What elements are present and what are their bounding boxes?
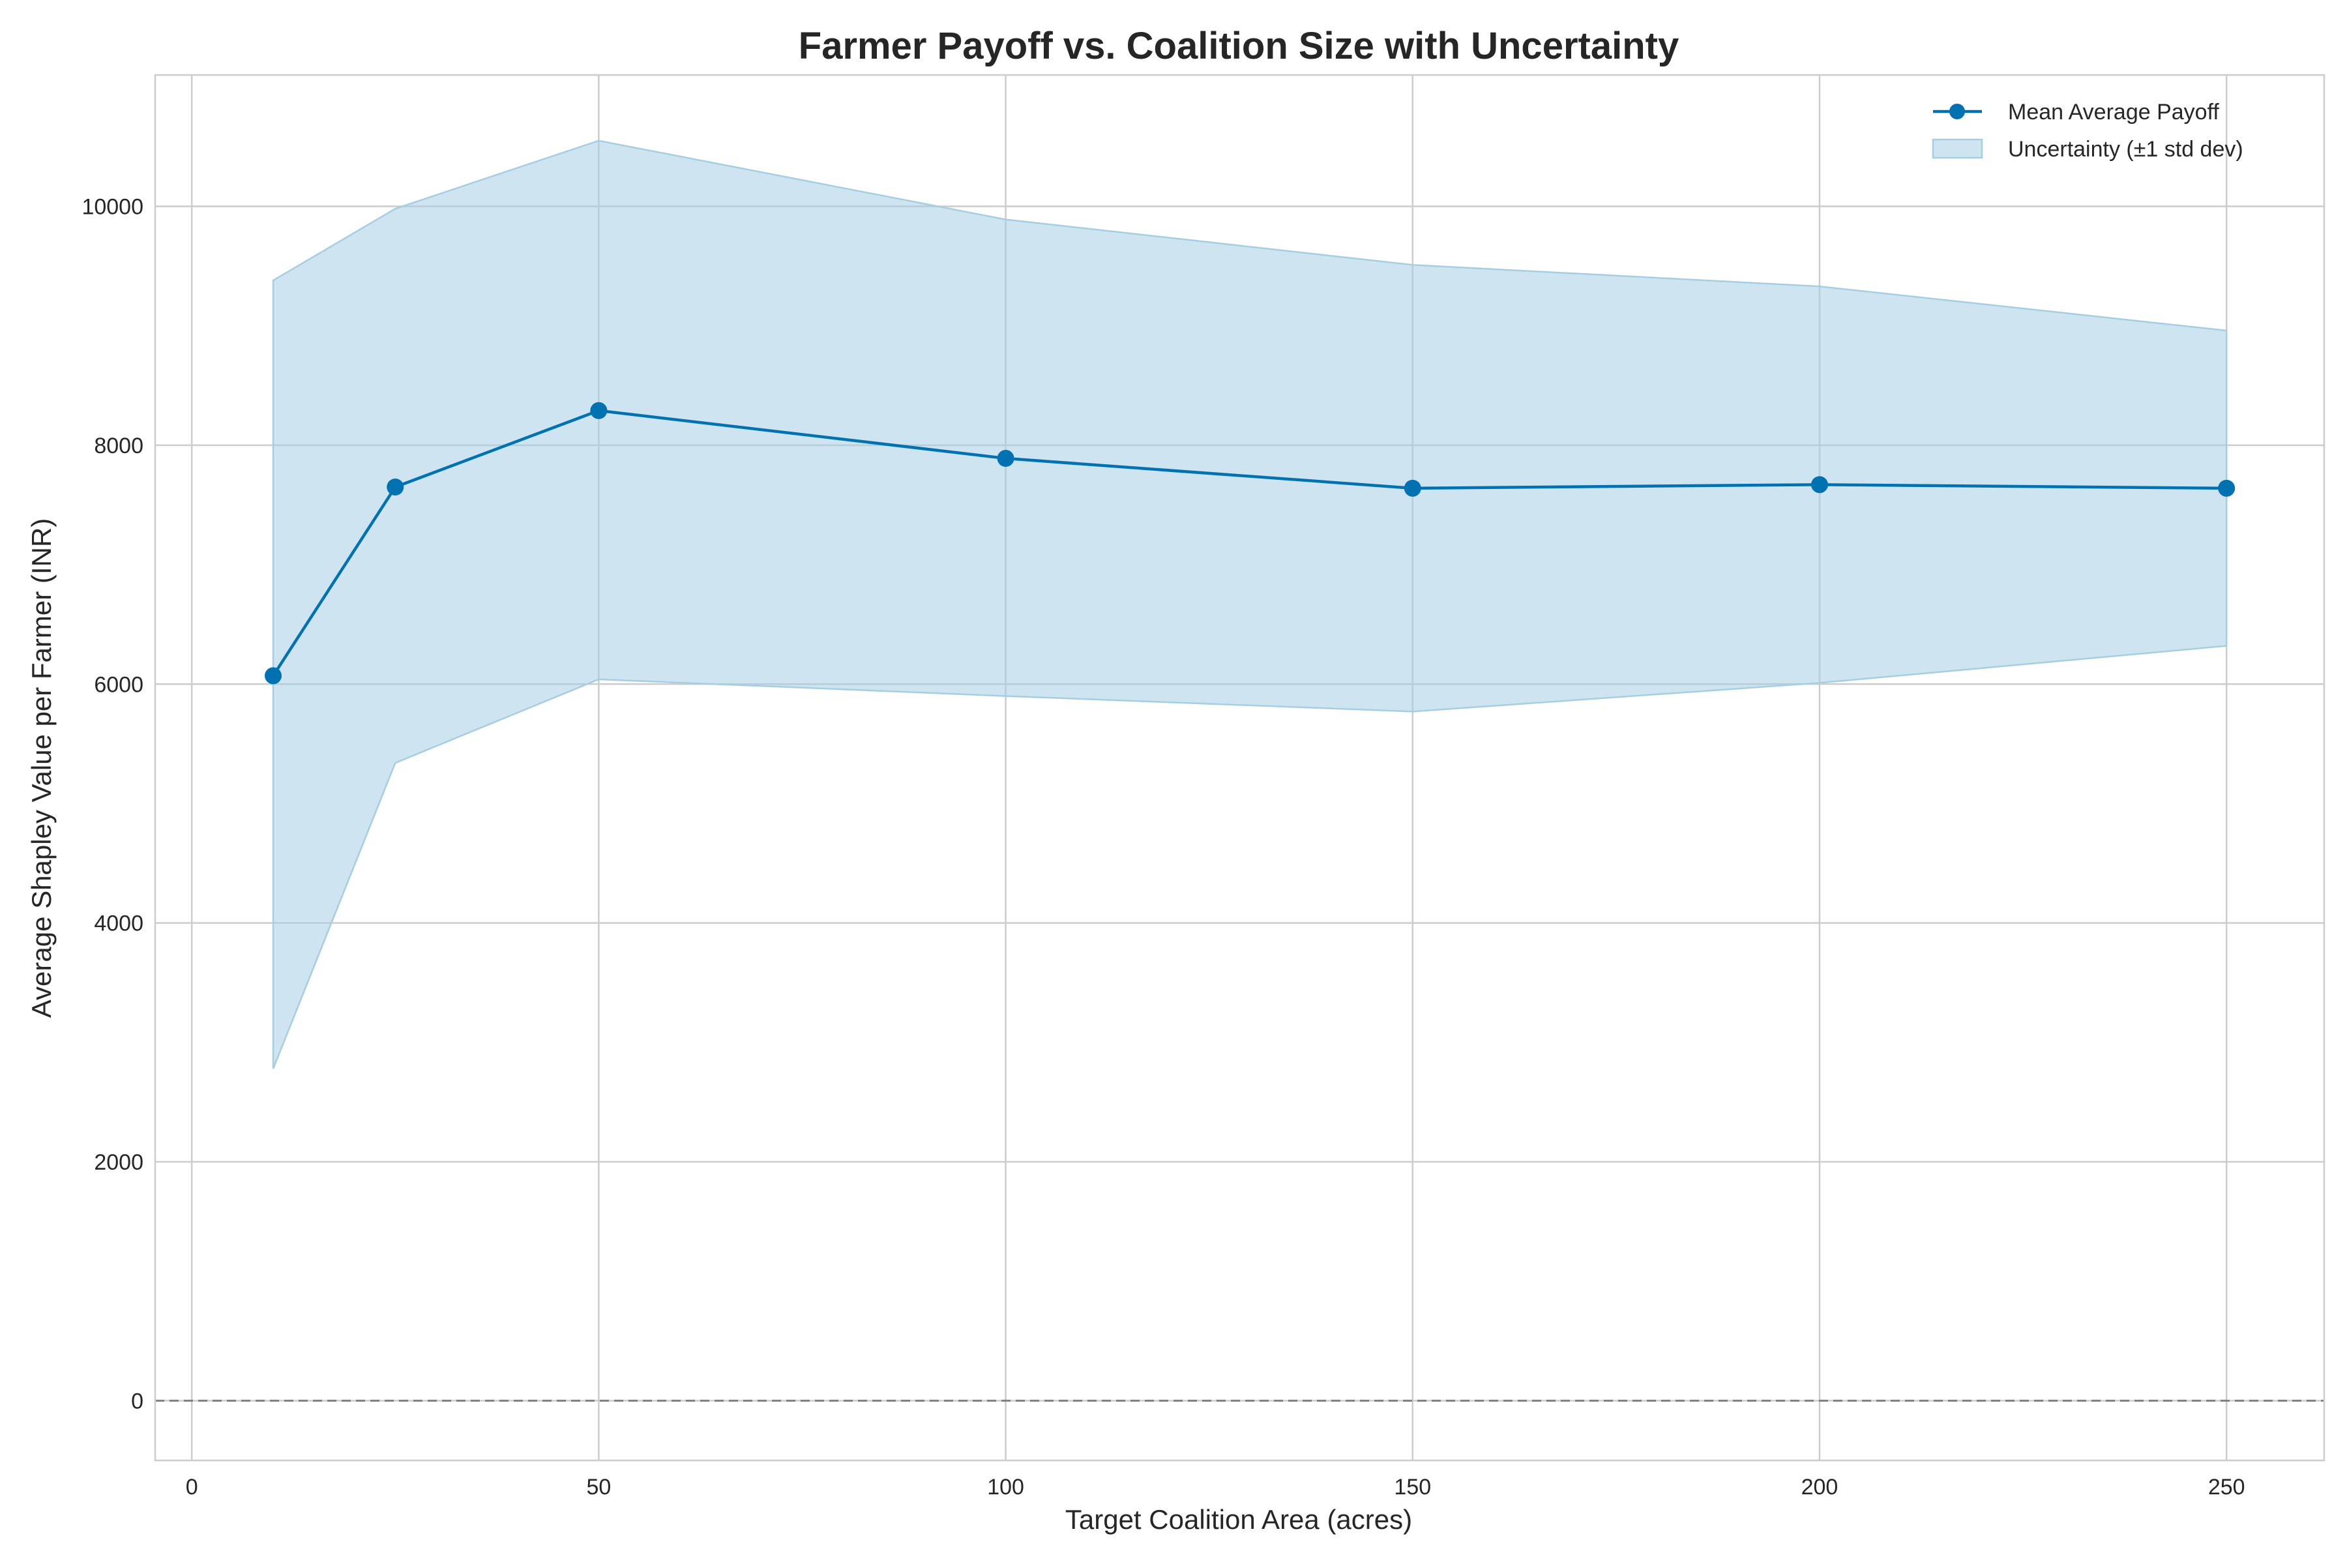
x-tick-label: 100	[987, 1475, 1024, 1500]
y-tick-label: 10000	[81, 195, 143, 220]
x-tick-label: 0	[186, 1475, 198, 1500]
data-point	[1404, 479, 1421, 497]
chart-title: Farmer Payoff vs. Coalition Size with Un…	[799, 25, 1679, 67]
x-tick-label: 50	[586, 1475, 611, 1500]
y-axis-label: Average Shapley Value per Farmer (INR)	[26, 518, 57, 1018]
uncertainty-band	[272, 140, 2228, 1069]
data-point	[387, 479, 404, 496]
data-point	[590, 402, 608, 419]
legend-marker-swatch	[1949, 104, 1965, 119]
data-point	[997, 450, 1014, 467]
y-tick-label: 8000	[94, 434, 143, 458]
legend: Mean Average Payoff Uncertainty (±1 std …	[1932, 100, 2243, 162]
x-axis-label: Target Coalition Area (acres)	[1065, 1504, 1412, 1535]
x-tick-label: 250	[2208, 1475, 2245, 1500]
x-tick-label: 150	[1394, 1475, 1431, 1500]
data-point	[2218, 479, 2236, 497]
uncertainty-band-layer	[272, 140, 2228, 1069]
data-point	[1810, 476, 1828, 494]
x-tick-label: 200	[1801, 1475, 1838, 1500]
series-layer	[265, 402, 2236, 685]
y-tick-label: 2000	[94, 1150, 143, 1175]
legend-band-swatch	[1932, 138, 1983, 159]
data-point	[265, 667, 282, 685]
y-tick-label: 4000	[94, 911, 143, 936]
tick-labels: 0 50 100 150 200 250 0 2000 4000 6000 8000 10000	[81, 195, 2245, 1500]
plot-frame	[154, 74, 2325, 1462]
y-tick-label: 0	[131, 1389, 143, 1413]
y-tick-label: 6000	[94, 672, 143, 697]
legend-label-mean: Mean Average Payoff	[2008, 100, 2219, 125]
legend-label-band: Uncertainty (±1 std dev)	[2008, 137, 2243, 162]
